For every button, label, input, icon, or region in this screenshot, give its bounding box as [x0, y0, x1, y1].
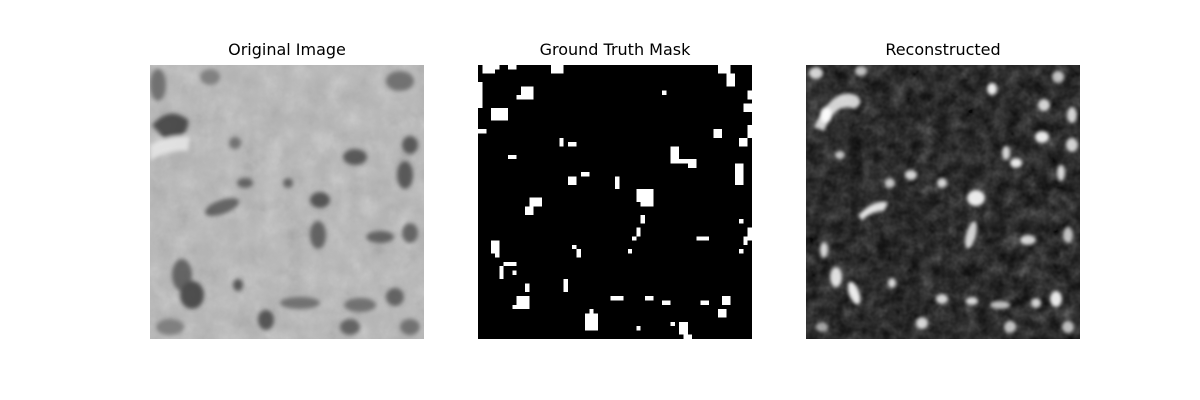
panel-title: Reconstructed — [885, 40, 1001, 59]
panel-title: Ground Truth Mask — [539, 40, 691, 59]
panel-title: Original Image — [228, 40, 346, 59]
reconstructed-image — [806, 65, 1080, 339]
original-tissue-image — [150, 65, 424, 339]
panel-original-image: Original Image — [150, 0, 424, 340]
panel-ground-truth-mask: Ground Truth Mask — [478, 0, 752, 340]
ground-truth-mask-image — [478, 65, 752, 339]
panel-reconstructed: Reconstructed — [806, 0, 1080, 340]
